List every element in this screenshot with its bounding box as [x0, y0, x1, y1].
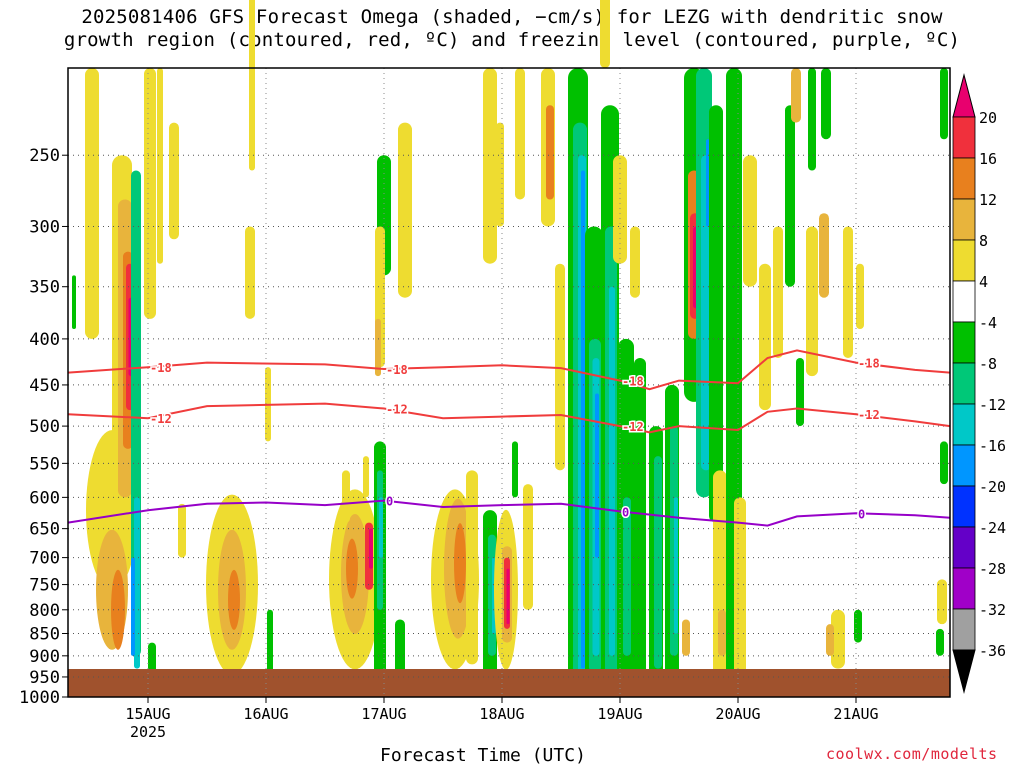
source-credit: coolwx.com/modelts [826, 745, 998, 763]
contour-label: -18 [386, 363, 408, 377]
colorbar-label: 20 [979, 109, 997, 127]
y-tick-label: 450 [29, 376, 60, 396]
contour-label: 0 [858, 507, 865, 521]
x-tick-label: 18AUG [479, 705, 524, 723]
plot-frame [67, 67, 951, 698]
y-tick-label: 600 [29, 488, 60, 508]
colorbar-label: -8 [979, 355, 997, 373]
y-tick-label: 750 [29, 576, 60, 596]
colorbar-label: -24 [979, 519, 1006, 537]
colorbar-label: -16 [979, 437, 1006, 455]
contour-label: -18 [622, 375, 644, 389]
colorbar-swatch [952, 280, 976, 323]
y-tick-label: 300 [29, 217, 60, 237]
x-year-label: 2025 [130, 723, 166, 741]
x-tick-label: 21AUG [833, 705, 878, 723]
colorbar-label: -20 [979, 478, 1006, 496]
y-tick-label: 850 [29, 624, 60, 644]
colorbar-label: -36 [979, 642, 1006, 660]
colorbar-swatch [952, 73, 976, 118]
colorbar-swatch [952, 444, 976, 487]
y-tick-label: 800 [29, 601, 60, 621]
colorbar-swatch [952, 198, 976, 241]
y-tick-label: 500 [29, 417, 60, 437]
contour-line-1 [67, 349, 951, 391]
colorbar-swatch [952, 239, 976, 282]
colorbar-swatch [952, 485, 976, 528]
y-tick-label: 400 [29, 330, 60, 350]
colorbar-swatch [952, 649, 976, 694]
colorbar-label: 12 [979, 191, 997, 209]
chart-title-line-1: 2025081406 GFS Forecast Omega (shaded, −… [81, 6, 943, 28]
colorbar-swatch [952, 321, 976, 364]
x-tick-label: 16AUG [243, 705, 288, 723]
y-tick-label: 700 [29, 549, 60, 569]
contour-label: -12 [150, 412, 172, 426]
y-tick-label: 900 [29, 647, 60, 667]
contour-label: -12 [858, 408, 880, 422]
colorbar-legend: 20 16 12 8 4 -4 -8 -12 -16 -20 -24 -28 -32 -36 [952, 73, 1006, 694]
contour-label: -18 [150, 361, 172, 375]
contour-label: 0 [622, 505, 629, 519]
colorbar-swatch [952, 608, 976, 651]
y-tick-label: 550 [29, 454, 60, 474]
x-tick-label: 20AUG [715, 705, 760, 723]
chart-title: 2025081406 GFS Forecast Omega (shaded, −… [0, 6, 1024, 52]
x-tick-label: 15AUG [125, 705, 170, 723]
grid-lines [68, 68, 950, 698]
contour-label: -18 [858, 357, 880, 371]
colorbar-label: 16 [979, 150, 997, 168]
y-axis-pressure-ticks: 250 300 350 400 450 500 550 600 650 700 750 800 850 9… [19, 146, 68, 708]
y-tick-label: 650 [29, 520, 60, 540]
x-tick-label: 17AUG [361, 705, 406, 723]
contour-line-2 [67, 402, 951, 434]
colorbar-label: -32 [979, 601, 1006, 619]
chart-title-line-2: growth region (contoured, red, ºC) and f… [63, 29, 961, 51]
y-tick-label: 1000 [19, 688, 60, 708]
colorbar-label: 4 [979, 273, 988, 291]
y-tick-label: 250 [29, 146, 60, 166]
contour-line-3 [67, 499, 951, 527]
x-axis-date-ticks: 15AUG 16AUG 17AUG 18AUG 19AUG 20AUG 21AUG 2025 [125, 697, 879, 741]
contour-lines: -18 -18 -18 -18 -12 -12 -12 -12 0 0 0 [67, 349, 951, 527]
colorbar-swatch [952, 157, 976, 200]
y-tick-label: 350 [29, 278, 60, 298]
contour-label: -12 [622, 420, 644, 434]
x-axis-title: Forecast Time (UTC) [380, 745, 586, 766]
ground-below-surface [68, 669, 950, 697]
colorbar-swatch [952, 362, 976, 405]
colorbar-label: -4 [979, 314, 997, 332]
contour-label: 0 [386, 495, 393, 509]
omega-shaded-field [72, 0, 948, 682]
colorbar-swatch [952, 526, 976, 569]
colorbar-swatch [952, 403, 976, 446]
x-tick-label: 19AUG [597, 705, 642, 723]
y-tick-label: 950 [29, 668, 60, 688]
contour-label: -12 [386, 403, 408, 417]
colorbar-label: 8 [979, 232, 988, 250]
colorbar-swatch [952, 116, 976, 159]
colorbar-swatch [952, 567, 976, 610]
colorbar-label: -28 [979, 560, 1006, 578]
colorbar-label: -12 [979, 396, 1006, 414]
